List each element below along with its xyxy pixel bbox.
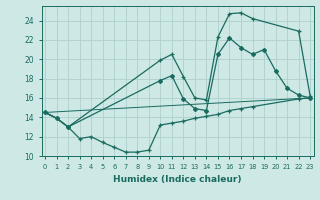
X-axis label: Humidex (Indice chaleur): Humidex (Indice chaleur) — [113, 175, 242, 184]
